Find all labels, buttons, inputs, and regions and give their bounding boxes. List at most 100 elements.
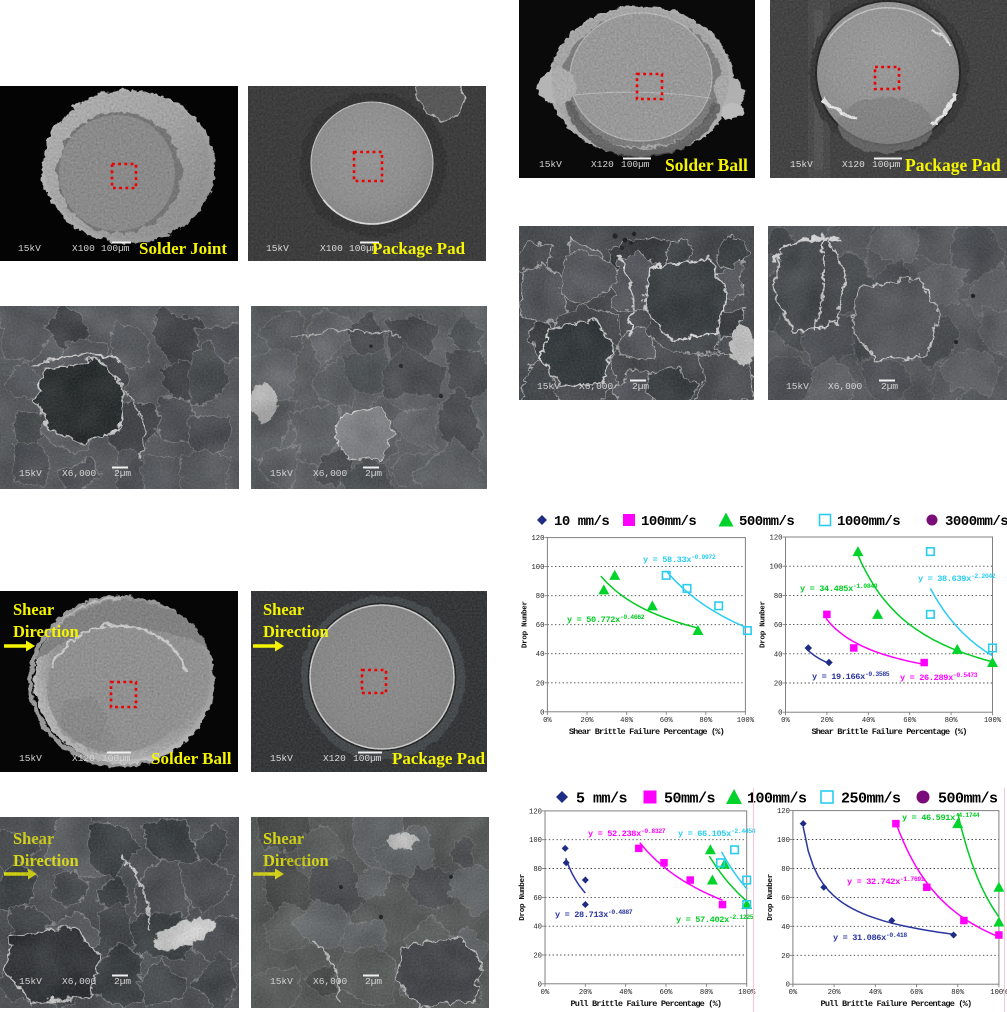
svg-text:y = 57.402x-2.1225: y = 57.402x-2.1225 <box>676 914 754 925</box>
svg-text:0: 0 <box>778 710 782 718</box>
svg-text:X6,000: X6,000 <box>62 976 97 987</box>
svg-text:0%: 0% <box>781 717 790 725</box>
svg-text:y = 31.086x-0.418: y = 31.086x-0.418 <box>833 932 907 943</box>
svg-text:0: 0 <box>786 982 790 990</box>
svg-text:100%: 100% <box>990 989 1007 997</box>
svg-text:Shear: Shear <box>263 600 304 619</box>
svg-text:50mm/s: 50mm/s <box>664 790 716 807</box>
svg-text:40%: 40% <box>620 717 634 725</box>
svg-text:Package Pad: Package Pad <box>392 749 486 768</box>
svg-text:20: 20 <box>781 953 790 961</box>
svg-text:2µm: 2µm <box>365 976 382 987</box>
svg-text:y = 32.742x-1.7691: y = 32.742x-1.7691 <box>847 876 925 887</box>
svg-text:120: 120 <box>777 808 790 816</box>
svg-text:100: 100 <box>531 564 544 572</box>
svg-text:Pull Brittle Failure Percentag: Pull Brittle Failure Percentage (%) <box>821 999 972 1009</box>
svg-text:60: 60 <box>781 895 790 903</box>
svg-text:60%: 60% <box>660 717 674 725</box>
svg-text:15kV: 15kV <box>790 159 813 170</box>
svg-text:100: 100 <box>777 837 790 845</box>
svg-text:40: 40 <box>774 651 783 659</box>
svg-text:Solder Ball: Solder Ball <box>151 749 232 768</box>
svg-text:X120: X120 <box>72 753 95 764</box>
svg-text:X120: X120 <box>842 159 865 170</box>
svg-text:0: 0 <box>538 981 542 989</box>
svg-text:15kV: 15kV <box>270 753 293 764</box>
svg-text:X6,000: X6,000 <box>579 381 614 392</box>
svg-text:40%: 40% <box>862 717 876 725</box>
svg-text:40: 40 <box>781 924 790 932</box>
svg-text:20: 20 <box>536 680 545 688</box>
svg-text:X6,000: X6,000 <box>62 468 97 479</box>
svg-text:500mm/s: 500mm/s <box>938 790 998 807</box>
svg-text:Solder Ball: Solder Ball <box>665 155 748 175</box>
svg-text:2µm: 2µm <box>114 976 131 987</box>
svg-text:2µm: 2µm <box>114 468 131 479</box>
svg-text:X100: X100 <box>72 243 95 254</box>
svg-text:X120: X120 <box>323 753 346 764</box>
svg-text:X100: X100 <box>320 243 343 254</box>
svg-text:Package Pad: Package Pad <box>372 239 466 258</box>
svg-text:60%: 60% <box>660 989 674 997</box>
svg-text:15kV: 15kV <box>539 159 562 170</box>
svg-text:0: 0 <box>540 709 544 717</box>
svg-text:100µm: 100µm <box>353 753 382 764</box>
svg-text:250mm/s: 250mm/s <box>841 790 901 807</box>
svg-text:100µm: 100µm <box>872 159 901 170</box>
svg-text:15kV: 15kV <box>270 468 293 479</box>
svg-text:1000mm/s: 1000mm/s <box>837 514 900 530</box>
svg-text:X6,000: X6,000 <box>313 468 348 479</box>
svg-text:100%: 100% <box>737 717 755 725</box>
svg-text:Package Pad: Package Pad <box>905 155 1001 175</box>
svg-text:20%: 20% <box>820 717 834 725</box>
svg-text:80%: 80% <box>945 717 959 725</box>
svg-text:100mm/s: 100mm/s <box>641 514 696 530</box>
svg-text:X6,000: X6,000 <box>313 976 348 987</box>
svg-text:y = 52.238x-0.8327: y = 52.238x-0.8327 <box>588 828 666 839</box>
svg-text:y = 50.772x-0.4662: y = 50.772x-0.4662 <box>567 614 645 625</box>
svg-text:Drop Number: Drop Number <box>521 601 529 649</box>
svg-text:15kV: 15kV <box>19 753 42 764</box>
svg-text:20%: 20% <box>581 717 595 725</box>
svg-text:40: 40 <box>533 924 542 932</box>
svg-text:2µm: 2µm <box>365 468 382 479</box>
svg-text:0%: 0% <box>541 989 550 997</box>
svg-text:0%: 0% <box>543 717 552 725</box>
svg-text:60: 60 <box>533 895 542 903</box>
svg-text:100: 100 <box>770 564 783 572</box>
svg-text:3000mm/s: 3000mm/s <box>945 514 1007 530</box>
svg-text:0%: 0% <box>789 989 798 997</box>
svg-text:20%: 20% <box>828 989 842 997</box>
svg-text:15kV: 15kV <box>537 381 560 392</box>
svg-text:100mm/s: 100mm/s <box>747 790 807 807</box>
svg-text:80: 80 <box>774 593 783 601</box>
svg-text:80%: 80% <box>951 989 965 997</box>
svg-text:Solder Joint: Solder Joint <box>139 239 227 258</box>
svg-text:y = 26.289x-0.5473: y = 26.289x-0.5473 <box>900 672 978 683</box>
svg-text:20: 20 <box>533 953 542 961</box>
svg-text:60%: 60% <box>910 989 924 997</box>
svg-text:15kV: 15kV <box>270 976 293 987</box>
svg-text:Shear Brittle Failure Percenta: Shear Brittle Failure Percentage (%) <box>569 727 724 737</box>
svg-text:40%: 40% <box>869 989 883 997</box>
svg-text:15kV: 15kV <box>18 243 41 254</box>
svg-text:y = 46.591x-4.1744: y = 46.591x-4.1744 <box>902 812 980 823</box>
svg-text:60%: 60% <box>903 717 917 725</box>
svg-text:100µm: 100µm <box>621 159 650 170</box>
svg-text:15kV: 15kV <box>19 976 42 987</box>
svg-text:y = 34.485x-1.0849: y = 34.485x-1.0849 <box>800 583 878 594</box>
svg-text:100: 100 <box>529 837 542 845</box>
svg-text:500mm/s: 500mm/s <box>739 514 794 530</box>
svg-text:15kV: 15kV <box>266 243 289 254</box>
svg-text:100%: 100% <box>738 989 756 997</box>
svg-text:y = 58.33x-0.9972: y = 58.33x-0.9972 <box>643 554 716 565</box>
svg-text:10 mm/s: 10 mm/s <box>554 514 609 530</box>
svg-text:80%: 80% <box>700 989 714 997</box>
svg-text:20: 20 <box>774 681 783 689</box>
svg-text:120: 120 <box>770 535 783 543</box>
svg-text:y = 19.166x-0.3585: y = 19.166x-0.3585 <box>812 671 890 682</box>
svg-text:y = 66.105x-2.4458: y = 66.105x-2.4458 <box>678 828 756 839</box>
svg-text:40%: 40% <box>619 989 633 997</box>
svg-text:X120: X120 <box>591 159 614 170</box>
svg-text:Drop Number: Drop Number <box>519 873 527 921</box>
